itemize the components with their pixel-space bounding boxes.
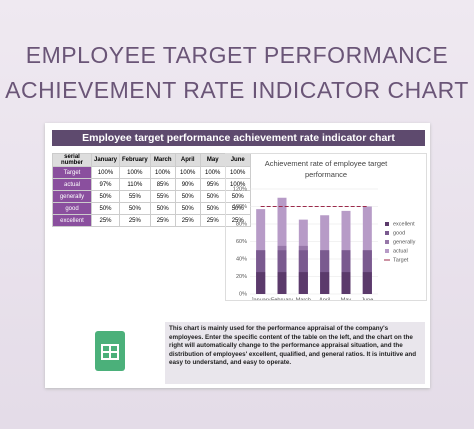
cell: 97% <box>90 178 121 191</box>
cell: 25% <box>90 214 121 227</box>
y-tick-label: 40% <box>236 256 247 262</box>
y-tick-label: 120% <box>233 186 247 192</box>
legend-label: actual <box>393 248 408 254</box>
page-title: ACHIEVEMENT RATE INDICATOR CHART <box>5 77 469 103</box>
sheet-icon <box>95 331 125 371</box>
cell: 50% <box>199 202 226 215</box>
y-tick-label: 20% <box>236 274 247 280</box>
bar <box>320 272 330 294</box>
legend-label: excellent <box>393 221 415 227</box>
bar <box>341 272 351 294</box>
table-row: actual 97% 110% 85% 90% 95% 100% <box>52 178 251 191</box>
x-tick-label: March <box>296 297 311 300</box>
table-row: generally 50% 55% 55% 50% 50% 50% <box>52 190 251 203</box>
bar <box>277 272 287 294</box>
cell: 50% <box>149 202 176 215</box>
legend-label: good <box>393 230 405 236</box>
x-tick-label: April <box>319 297 330 300</box>
cell: 50% <box>174 190 201 203</box>
x-tick-label: May <box>341 297 352 300</box>
cell: 50% <box>119 202 151 215</box>
sheet: Employee target performance achievement … <box>45 123 430 388</box>
table-row: good 50% 50% 50% 50% 50% 50% <box>52 202 251 215</box>
page-title: EMPLOYEE TARGET PERFORMANCE <box>25 42 449 68</box>
header-cell: June <box>224 153 251 167</box>
cell: 55% <box>119 190 151 203</box>
legend-marker <box>385 231 389 235</box>
cell: 100% <box>119 166 151 179</box>
legend-marker <box>385 222 389 226</box>
data-table: serial number January February March April Ma… <box>52 153 251 227</box>
cell: 95% <box>199 178 226 191</box>
cell: 100% <box>90 166 121 179</box>
chart: 0% 20% 40% 60% 80% 100% 120% JanuaryFebruaryMar… <box>233 186 416 303</box>
header-cell: February <box>119 153 151 167</box>
table-row: serial number January February March April Ma… <box>52 153 251 167</box>
cell: 100% <box>199 166 226 179</box>
legend-label: Target <box>393 257 409 263</box>
cell: 25% <box>149 214 176 227</box>
header-cell: May <box>199 153 226 167</box>
sheet-title: Employee target performance achievement … <box>52 130 425 146</box>
cell: 55% <box>149 190 176 203</box>
legend-label: generally <box>393 239 416 245</box>
header-cell: April <box>174 153 201 167</box>
header-cell: March <box>149 153 176 167</box>
cell: 90% <box>174 178 201 191</box>
chart-title: Achievement rate of employee target perf… <box>264 159 388 179</box>
table-row: Target 100% 100% 100% 100% 100% 100% <box>52 166 251 179</box>
table-row: excellent 25% 25% 25% 25% 25% 25% <box>52 214 251 227</box>
header-cell: January <box>90 153 121 167</box>
legend-marker <box>385 240 389 244</box>
cell: 110% <box>119 178 151 191</box>
row-header: excellent <box>52 214 92 227</box>
cell: 25% <box>174 214 201 227</box>
cell: 50% <box>174 202 201 215</box>
y-tick-label: 0% <box>239 291 247 297</box>
cell: 50% <box>90 190 121 203</box>
row-header: actual <box>52 178 92 191</box>
icon-grid <box>101 344 119 360</box>
chart-box: 0% 20% 40% 60% 80% 100% 120% JanuaryFebruaryMar… <box>225 153 427 303</box>
row-header: good <box>52 202 92 215</box>
cell: 85% <box>149 178 176 191</box>
legend-marker <box>385 249 389 253</box>
cell: 25% <box>119 214 151 227</box>
cell: 25% <box>199 214 226 227</box>
bar <box>256 272 266 294</box>
row-header: generally <box>52 190 92 203</box>
y-tick-label: 80% <box>236 221 247 227</box>
cell: 50% <box>199 190 226 203</box>
row-header: Target <box>52 166 92 179</box>
x-tick-label: June <box>361 297 373 300</box>
cell: 100% <box>174 166 201 179</box>
description: This chart is mainly used for the perfor… <box>165 322 425 384</box>
header-cell: serial number <box>52 153 92 167</box>
y-tick-label: 100% <box>233 204 247 210</box>
x-tick-label: February <box>271 297 293 300</box>
x-tick-label: January <box>251 297 271 300</box>
bar <box>362 272 372 294</box>
cell: 50% <box>90 202 121 215</box>
cell: 100% <box>149 166 176 179</box>
y-tick-label: 60% <box>236 239 247 245</box>
bar <box>298 272 308 294</box>
